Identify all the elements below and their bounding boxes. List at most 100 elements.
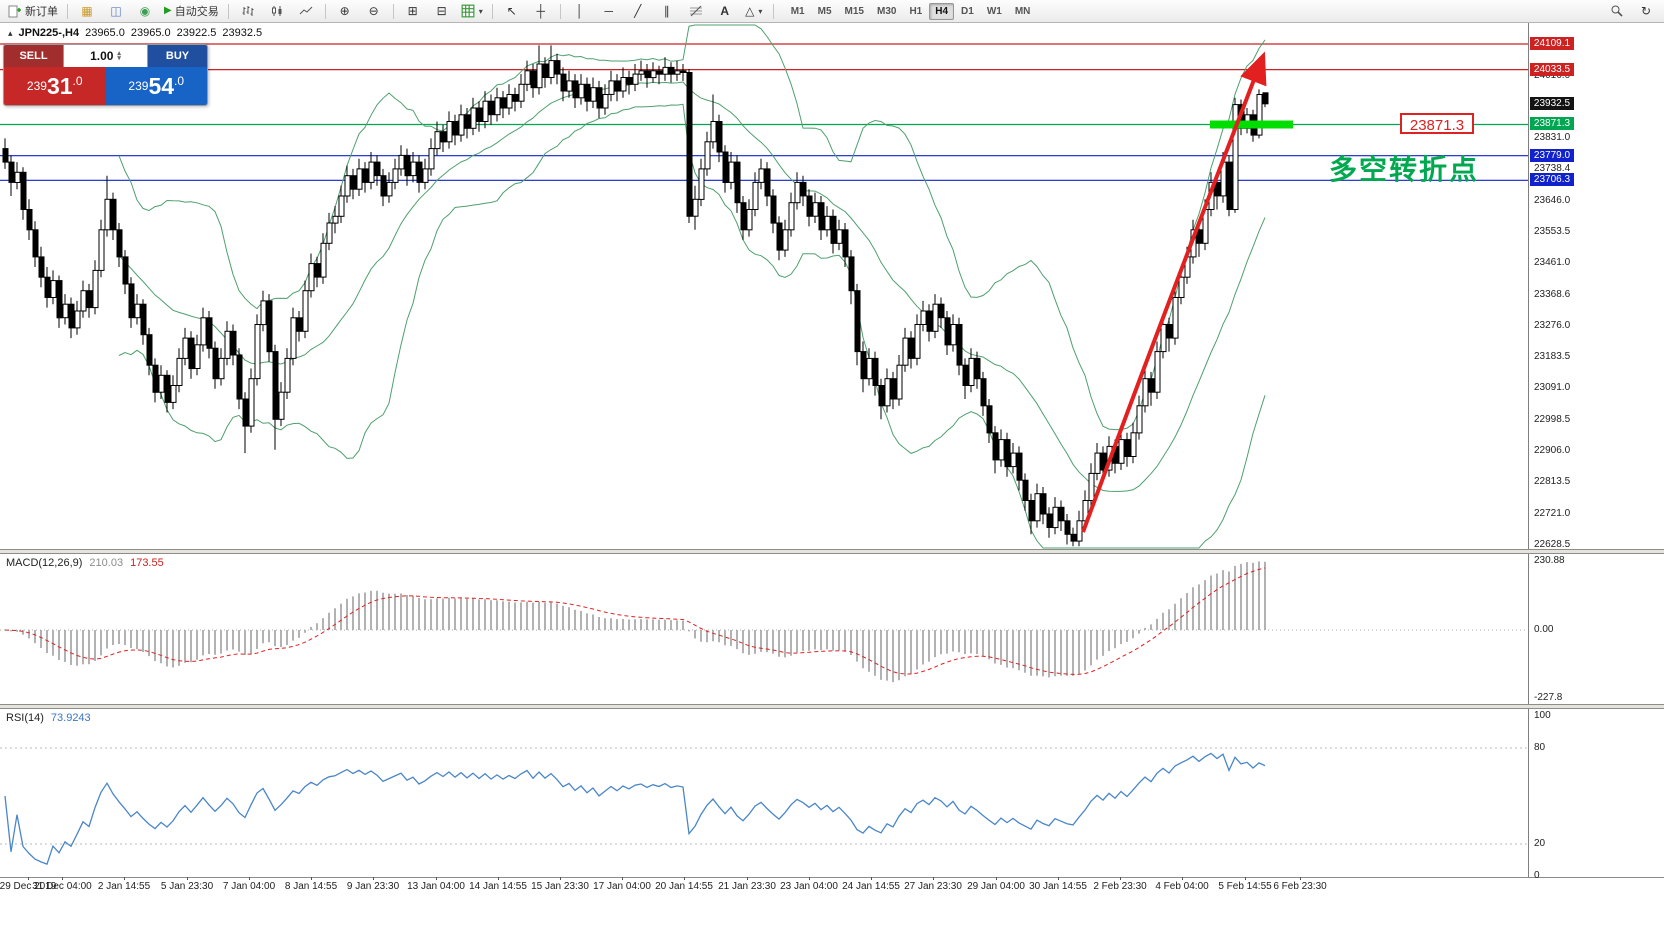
text-tool-icon: A [720, 4, 730, 18]
time-tick [560, 877, 561, 880]
price-axis-label: 23831.0 [1534, 132, 1571, 143]
charts-button[interactable]: ▦ [73, 1, 101, 22]
volume-field[interactable]: 1.00 ▴ ▾ [63, 45, 148, 67]
trendline-icon: ╱ [634, 4, 642, 18]
cascade-windows-button[interactable]: ⊟ [428, 1, 456, 22]
channel-icon: ∥ [663, 4, 670, 18]
time-axis-label: 9 Jan 23:30 [346, 881, 400, 892]
line-chart-button[interactable] [292, 1, 320, 22]
indicators-button[interactable]: ▾ [457, 1, 487, 22]
price-axis-label: 23368.6 [1534, 289, 1571, 300]
navigator-button[interactable]: ◉ [131, 1, 159, 22]
main-chart[interactable] [0, 23, 1528, 550]
price-axis-label: 0.00 [1534, 624, 1554, 635]
tile-windows-button[interactable]: ⊞ [399, 1, 427, 22]
timeframe-m15[interactable]: M15 [844, 5, 864, 17]
shapes-icon: △ [745, 4, 755, 18]
toolbar-separator [227, 3, 229, 19]
highlight-segment[interactable] [1210, 120, 1293, 129]
horizontal-lines-layer[interactable] [0, 43, 1528, 181]
vertical-line-icon: │ [575, 4, 584, 18]
timeframe-mn[interactable]: MN [1014, 5, 1031, 17]
time-tick [871, 877, 872, 880]
timeframe-h1[interactable]: H1 [909, 5, 923, 17]
time-tick [62, 877, 63, 880]
toolbar-separator [772, 3, 774, 19]
price-axis-label: 24109.1 [1530, 37, 1574, 50]
rsi-value: 73.9243 [50, 712, 91, 724]
sell-price[interactable]: 239 31.0 [4, 67, 106, 105]
channel-button[interactable]: ∥ [653, 1, 681, 22]
sell-button[interactable]: SELL [4, 45, 63, 67]
cursor-button[interactable]: ↖ [498, 1, 526, 22]
volume-down-button[interactable]: ▾ [117, 55, 121, 62]
rsi-panel[interactable] [0, 709, 1528, 877]
crosshair-button[interactable]: ┼ [527, 1, 555, 22]
zoom-out-button[interactable]: ⊖ [360, 1, 388, 22]
fibonacci-button[interactable] [682, 1, 710, 22]
text-tool-button[interactable]: A [711, 1, 739, 22]
macd-panel[interactable] [0, 554, 1528, 704]
price-axis-label: 0 [1534, 870, 1540, 881]
macd-signal-line [4, 567, 1266, 675]
price-axis-label: 23276.0 [1534, 320, 1571, 331]
volume-value: 1.00 [90, 49, 114, 63]
time-tick [684, 877, 685, 880]
time-tick [373, 877, 374, 880]
time-axis-label: 27 Jan 23:30 [904, 881, 962, 892]
cursor-icon: ↖ [506, 4, 517, 18]
macd-histogram [10, 561, 1266, 683]
time-axis-label: 13 Jan 04:00 [407, 881, 465, 892]
panel-splitter[interactable] [0, 704, 1664, 709]
time-tick [124, 877, 125, 880]
timeframe-w1[interactable]: W1 [986, 5, 1002, 17]
buy-button[interactable]: BUY [148, 45, 207, 67]
new-order-button[interactable]: 新订单 [4, 1, 62, 22]
fibonacci-icon [689, 5, 702, 17]
time-tick [1058, 877, 1059, 880]
pivot-price-label[interactable]: 23871.3 [1400, 113, 1474, 134]
pivot-annotation-text[interactable]: 多空转折点 [1329, 154, 1480, 185]
autotrading-button[interactable]: ▶ 自动交易 [160, 1, 223, 22]
price-axis-label: 23091.0 [1534, 382, 1571, 393]
horizontal-line-button[interactable]: ─ [595, 1, 623, 22]
charts-icon: ▦ [81, 4, 93, 18]
ohlc-high: 23965.0 [130, 27, 171, 39]
time-axis[interactable]: 29 Dec 2019 31 Dec 04:00 2 Jan 14:55 5 Jan … [0, 877, 1664, 897]
autotrading-play-icon: ▶ [164, 5, 172, 16]
candlestick-chart-button[interactable] [263, 1, 291, 22]
trend-arrow[interactable] [1081, 51, 1267, 533]
expand-icon[interactable]: ▴ [8, 27, 13, 38]
timeframe-d1[interactable]: D1 [961, 5, 974, 17]
time-tick [1120, 877, 1121, 880]
price-axis-label: 23553.5 [1534, 226, 1571, 237]
toolbar-separator [392, 3, 394, 19]
navigator-icon: ◉ [139, 4, 151, 18]
profiles-button[interactable]: ◫ [102, 1, 130, 22]
search-button[interactable] [1603, 1, 1631, 22]
price-axis-label: 23646.0 [1534, 195, 1571, 206]
price-axis-label: 23932.5 [1530, 97, 1574, 110]
ohlc-open: 23965.0 [85, 27, 125, 39]
candles-layer [2, 45, 1269, 547]
buy-price[interactable]: 239 54.0 [105, 67, 207, 105]
timeframe-h4[interactable]: H4 [929, 2, 955, 20]
time-axis-label: 6 Feb 23:30 [1273, 881, 1327, 892]
rsi-label: RSI(14) 73.9243 [6, 712, 91, 724]
bar-chart-button[interactable] [234, 1, 262, 22]
shapes-button[interactable]: △ ▾ [740, 1, 768, 22]
volume-up-button[interactable]: ▴ [117, 50, 121, 57]
panel-splitter[interactable] [0, 549, 1664, 554]
vertical-line-button[interactable]: │ [566, 1, 594, 22]
trendline-button[interactable]: ╱ [624, 1, 652, 22]
chevron-down-icon: ▾ [478, 6, 483, 16]
time-tick [809, 877, 810, 880]
timeframe-m5[interactable]: M5 [817, 5, 832, 17]
toolbar-separator [559, 3, 561, 19]
time-tick [747, 877, 748, 880]
timeframe-m30[interactable]: M30 [876, 5, 897, 17]
refresh-button[interactable]: ↻ [1632, 1, 1660, 22]
timeframe-m1[interactable]: M1 [790, 5, 805, 17]
time-axis-label: 31 Dec 04:00 [32, 881, 92, 892]
zoom-in-button[interactable]: ⊕ [331, 1, 359, 22]
